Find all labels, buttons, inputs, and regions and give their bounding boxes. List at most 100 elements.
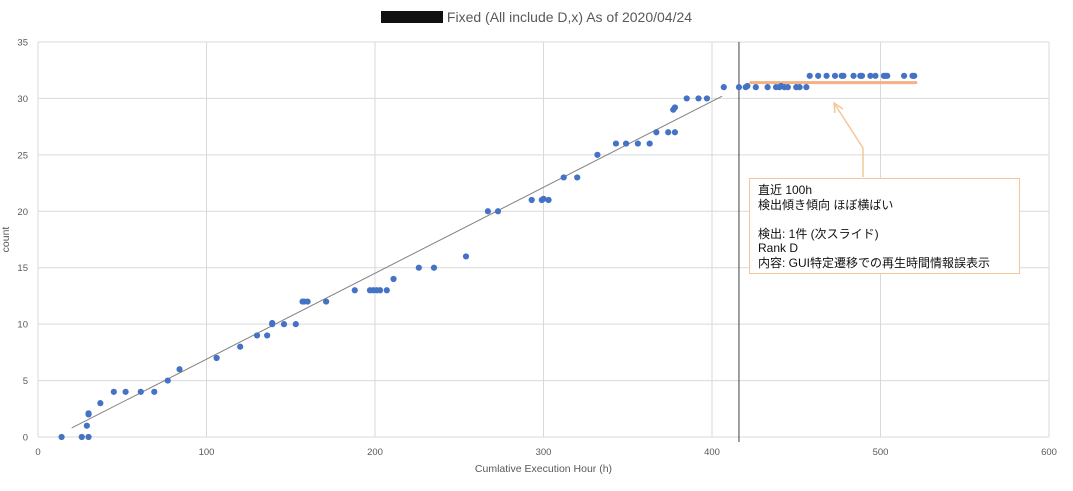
data-point <box>528 196 535 204</box>
data-point <box>683 95 690 102</box>
data-point <box>823 72 830 79</box>
y-tick-label: 0 <box>23 433 28 444</box>
data-point <box>671 104 679 111</box>
x-tick-label: 500 <box>873 447 889 458</box>
data-point <box>323 298 330 305</box>
annotation-line: 内容: GUI特定遷移での再生時間情報誤表示 <box>758 255 991 270</box>
data-point <box>784 84 791 91</box>
annotation-box: 直近 100h 検出傾き傾向 ほぼ横ばい 検出: 1件 (次スライド) Rank… <box>749 178 1020 274</box>
data-point <box>884 72 891 79</box>
y-tick-label: 35 <box>17 38 28 49</box>
data-point <box>415 264 422 271</box>
chart-title: Fixed (All include D,x) As of 2020/04/24 <box>446 9 693 25</box>
data-point <box>85 433 92 441</box>
data-point <box>574 174 581 181</box>
data-point <box>634 140 641 147</box>
x-axis-title: Cumlative Execution Hour (h) <box>475 463 612 475</box>
data-point <box>612 140 620 147</box>
data-point <box>850 72 857 79</box>
data-point <box>390 275 397 283</box>
y-axis-title: count <box>0 227 12 253</box>
data-point <box>85 410 92 417</box>
chart-title-row: Fixed (All include D,x) As of 2020/04/24 <box>0 9 1073 25</box>
data-point <box>622 140 630 147</box>
data-point <box>462 253 470 260</box>
data-point <box>164 377 171 384</box>
data-point <box>858 72 866 79</box>
data-point <box>796 84 803 91</box>
data-point <box>665 129 672 136</box>
data-point <box>376 287 384 294</box>
data-point <box>304 298 311 305</box>
x-tick-label: 300 <box>536 447 552 458</box>
data-point <box>110 388 117 395</box>
data-point <box>176 366 183 373</box>
data-point <box>484 208 491 215</box>
y-tick-label: 30 <box>17 94 28 105</box>
data-point <box>815 72 822 79</box>
data-point <box>253 332 261 339</box>
axis-titles: Cumlative Execution Hour (h) count <box>0 227 612 475</box>
y-tick-label: 20 <box>17 207 28 218</box>
x-tick-label: 0 <box>35 447 40 458</box>
x-tick-label: 400 <box>704 447 720 458</box>
reference-lines <box>738 42 918 442</box>
data-point <box>646 140 653 147</box>
data-point <box>137 388 144 395</box>
data-point <box>764 84 771 91</box>
x-tick-label: 100 <box>199 447 215 458</box>
data-point <box>671 129 679 136</box>
data-point <box>540 195 547 202</box>
annotation-line: 検出傾き傾向 ほぼ横ばい <box>758 197 894 212</box>
data-point <box>280 321 288 328</box>
data-point <box>900 72 908 79</box>
data-point <box>213 354 220 362</box>
trendline <box>71 95 723 429</box>
data-point <box>269 319 276 327</box>
y-tick-label: 5 <box>23 376 28 387</box>
data-point <box>560 174 567 181</box>
annotation-line: Rank D <box>758 241 799 255</box>
annotation-arrow <box>833 101 864 177</box>
x-tick-label: 200 <box>367 447 383 458</box>
data-point <box>720 84 727 91</box>
gridlines <box>37 41 1050 438</box>
data-point <box>806 72 813 79</box>
data-point <box>831 72 839 79</box>
data-point <box>83 422 90 429</box>
data-point <box>803 84 810 91</box>
y-tick-label: 15 <box>17 263 28 274</box>
data-points <box>58 72 918 441</box>
data-point <box>735 84 743 91</box>
annotation-line: 検出: 1件 (次スライド) <box>758 226 879 241</box>
data-point <box>351 287 358 294</box>
data-point <box>752 84 759 91</box>
data-point <box>383 287 390 294</box>
data-point <box>78 433 85 441</box>
data-point <box>494 208 502 215</box>
data-point <box>58 433 65 441</box>
data-point <box>122 388 129 395</box>
trendline-layer <box>71 95 723 429</box>
data-point <box>840 72 847 79</box>
data-point <box>292 321 299 328</box>
arrow-shaft <box>833 102 864 177</box>
data-point <box>594 151 601 158</box>
annotation-line: 直近 100h <box>758 183 813 197</box>
data-point <box>151 388 158 395</box>
data-point <box>703 95 711 102</box>
y-tick-label: 10 <box>17 320 28 331</box>
y-tick-label: 25 <box>17 150 28 161</box>
data-point <box>744 82 751 90</box>
data-point <box>695 95 702 102</box>
redacted-title-block <box>380 11 443 23</box>
tick-labels: 0 5 10 15 20 25 30 35 0 100 200 300 400 500 600 <box>17 38 1057 459</box>
arrow-head <box>833 101 844 114</box>
data-point <box>237 343 244 350</box>
data-point <box>430 264 438 271</box>
data-point <box>264 332 271 339</box>
x-tick-label: 600 <box>1041 447 1057 458</box>
data-point <box>867 72 874 79</box>
